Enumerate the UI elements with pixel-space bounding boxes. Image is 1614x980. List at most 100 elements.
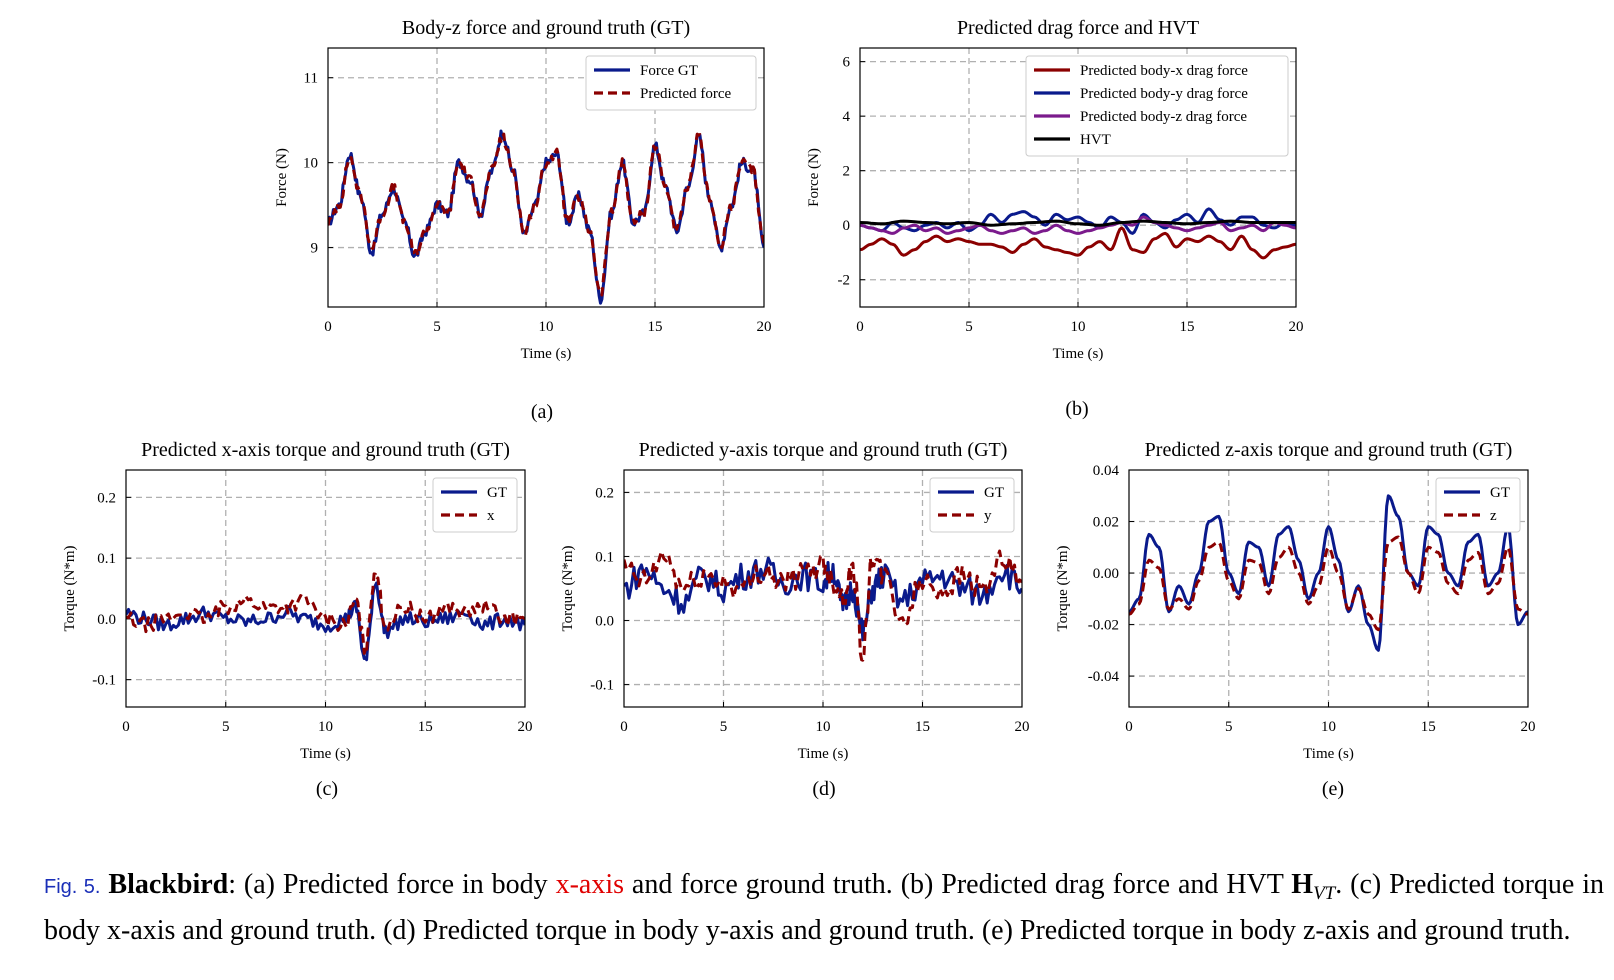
- x-axis-label: Time (s): [1053, 346, 1104, 362]
- y-tick-label: 0.2: [97, 490, 116, 506]
- y-tick-label: 2: [843, 164, 851, 180]
- y-tick-label: 10: [303, 156, 318, 172]
- series-line-a-1: [328, 132, 764, 297]
- x-tick-label: 0: [856, 319, 864, 335]
- caption-h-symbol: H: [1291, 869, 1314, 900]
- caption-colon: :: [228, 869, 237, 900]
- x-tick-label: 10: [318, 719, 333, 735]
- chart-b: 0 5 10 15 20 -2 0 2 4 6 Predicted drag force and H…: [806, 17, 1304, 420]
- caption-fig-label: Fig. 5.: [44, 876, 101, 898]
- series-line-a-0: [328, 129, 764, 305]
- x-tick-label: 5: [222, 719, 230, 735]
- y-axis-label: Torque (N*m): [560, 545, 576, 631]
- x-tick-label: 0: [1125, 719, 1133, 735]
- series-line-c-1: [126, 572, 525, 655]
- x-tick-label: 5: [720, 719, 728, 735]
- chart-title: Body-z force and ground truth (GT): [402, 17, 690, 39]
- x-axis-label: Time (s): [1303, 746, 1354, 762]
- x-tick-label: 20: [1015, 719, 1030, 735]
- x-tick-label: 15: [915, 719, 930, 735]
- series-line-b-2: [860, 215, 1296, 235]
- y-tick-label: 0.0: [97, 612, 116, 628]
- x-tick-label: 20: [1289, 319, 1304, 335]
- subfigure-label: (c): [316, 778, 338, 800]
- legend-label: Predicted force: [640, 86, 732, 102]
- x-tick-label: 20: [757, 319, 772, 335]
- chart-title: Predicted drag force and HVT: [957, 17, 1199, 39]
- series-line-c-0: [126, 581, 525, 662]
- x-tick-label: 0: [324, 319, 332, 335]
- y-tick-label: -2: [838, 273, 851, 289]
- y-tick-label: -0.02: [1088, 618, 1119, 634]
- y-axis-label: Force (N): [274, 148, 290, 207]
- x-tick-label: 5: [433, 319, 441, 335]
- legend-label: Force GT: [640, 63, 698, 79]
- legend-label: x: [487, 508, 495, 524]
- x-tick-label: 10: [1321, 719, 1336, 735]
- subfigure-label: (b): [1065, 398, 1088, 420]
- x-axis-label: Time (s): [300, 746, 351, 762]
- y-tick-label: 0.02: [1093, 515, 1119, 531]
- y-tick-label: -0.04: [1088, 669, 1120, 685]
- series-line-e-0: [1129, 494, 1528, 652]
- legend-label: GT: [487, 485, 507, 501]
- y-tick-label: 4: [843, 109, 851, 125]
- x-tick-label: 0: [620, 719, 628, 735]
- y-tick-label: 11: [304, 71, 318, 87]
- plot-frame: [623, 469, 1023, 708]
- chart-e: 0 5 10 15 20 -0.04 -0.02 0.00 0.02 0.04 Predicted …: [1055, 439, 1536, 800]
- series-line-b-0: [860, 226, 1296, 260]
- y-tick-label: 0: [843, 218, 851, 234]
- x-tick-label: 10: [816, 719, 831, 735]
- subfigure-label: (e): [1322, 778, 1344, 800]
- x-axis-label: Time (s): [521, 346, 572, 362]
- legend-label: y: [984, 508, 992, 524]
- chart-title: Predicted z-axis torque and ground truth…: [1145, 439, 1513, 461]
- x-tick-label: 20: [1521, 719, 1536, 735]
- chart-title: Predicted y-axis torque and ground truth…: [639, 439, 1008, 461]
- caption-name: Blackbird: [108, 869, 229, 900]
- x-tick-label: 15: [418, 719, 433, 735]
- figure-caption: Fig. 5. Blackbird: (a) Predicted force i…: [44, 866, 1604, 949]
- x-tick-label: 0: [122, 719, 130, 735]
- series-line-d-0: [624, 556, 1022, 642]
- legend-label: z: [1490, 508, 1497, 524]
- y-tick-label: 0.00: [1093, 566, 1119, 582]
- subfigure-label: (a): [531, 401, 553, 423]
- plot-frame: [1128, 469, 1529, 708]
- x-tick-label: 15: [1421, 719, 1436, 735]
- x-tick-label: 10: [1071, 319, 1086, 335]
- series-line-b-3: [860, 219, 1296, 227]
- y-tick-label: 0.04: [1093, 463, 1120, 479]
- legend-label: Predicted body-y drag force: [1080, 86, 1248, 102]
- legend-label: HVT: [1080, 132, 1111, 148]
- y-tick-label: 6: [843, 55, 851, 71]
- caption-part1: (a) Predicted force in body: [236, 869, 556, 900]
- caption-highlight: x-axis: [555, 869, 625, 900]
- caption-part3: . (c) Predicted torque in body x-axis an…: [44, 869, 1605, 946]
- x-tick-label: 10: [539, 319, 554, 335]
- chart-title: Predicted x-axis torque and ground truth…: [141, 439, 510, 461]
- legend-label: Predicted body-z drag force: [1080, 109, 1247, 125]
- y-axis-label: Torque (N*m): [62, 545, 78, 631]
- plot-frame: [125, 469, 526, 708]
- chart-c: 0 5 10 15 20 -0.1 0.0 0.1 0.2 Predicted x-axis to…: [62, 439, 533, 800]
- y-tick-label: -0.1: [92, 673, 116, 689]
- plot-frame: [859, 47, 1297, 308]
- caption-part2: and force ground truth. (b) Predicted dr…: [624, 869, 1292, 900]
- plot-frame: [327, 47, 765, 308]
- series-line-d-1: [624, 549, 1022, 662]
- y-tick-label: 0.1: [595, 549, 614, 565]
- series-line-e-1: [1129, 535, 1528, 632]
- legend-label: GT: [984, 485, 1004, 501]
- y-tick-label: 0.0: [595, 614, 614, 630]
- y-axis-label: Force (N): [806, 148, 822, 207]
- legend-label: Predicted body-x drag force: [1080, 63, 1248, 79]
- caption-h-subscript: VT: [1313, 883, 1336, 904]
- legend-label: GT: [1490, 485, 1510, 501]
- legend-box: [1025, 55, 1289, 157]
- x-axis-label: Time (s): [798, 746, 849, 762]
- x-tick-label: 15: [1180, 319, 1195, 335]
- x-tick-label: 15: [648, 319, 663, 335]
- x-tick-label: 5: [965, 319, 973, 335]
